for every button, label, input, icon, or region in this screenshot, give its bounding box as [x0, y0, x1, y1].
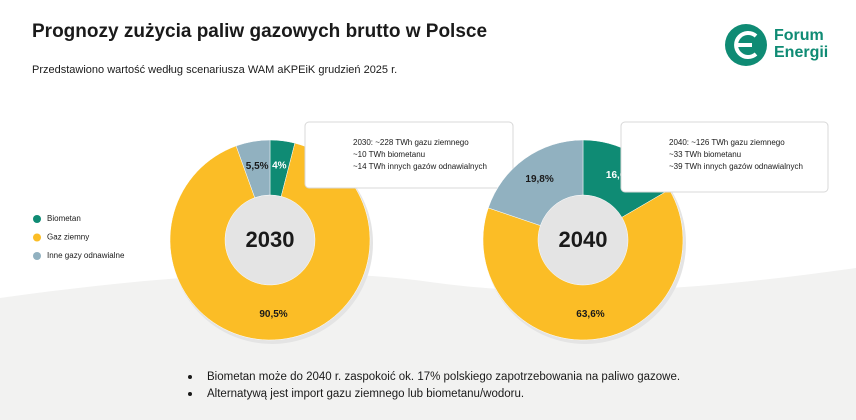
bullet-text: Biometan może do 2040 r. zaspokoić ok. 1…	[207, 371, 680, 383]
page-title: Prognozy zużycia paliw gazowych brutto w…	[32, 21, 487, 42]
data-label: 63,6%	[576, 309, 604, 320]
annotation-text: 2030: ~228 TWh gazu ziemnego	[353, 138, 469, 147]
annotation-text: ~33 TWh biometanu	[669, 150, 741, 159]
legend-marker	[33, 252, 41, 260]
data-label: 16,6%	[606, 170, 634, 181]
annotation-text: ~39 TWh innych gazów odnawialnych	[669, 162, 803, 171]
data-label: 4%	[272, 161, 287, 172]
logo-glyph	[734, 31, 758, 59]
logo-text: Forum	[774, 27, 824, 44]
data-label: 19,8%	[525, 174, 553, 185]
page-subtitle: Przedstawiono wartość według scenariusza…	[32, 64, 397, 76]
annotation-text: 2040: ~126 TWh gazu ziemnego	[669, 138, 785, 147]
bullet-dot	[188, 392, 192, 396]
logo: Forum Energii	[725, 24, 828, 66]
data-label: 90,5%	[259, 309, 287, 320]
data-label: 5,5%	[246, 161, 269, 172]
donut-segment	[169, 142, 371, 341]
donut-segment	[487, 139, 584, 226]
legend-label: Biometan	[47, 214, 81, 223]
donut-segment	[235, 139, 271, 198]
legend-label: Gaz ziemny	[47, 233, 89, 242]
bullet-dot	[188, 375, 192, 379]
donut-center-label: 2030	[246, 227, 295, 252]
legend-label: Inne gazy odnawialne	[47, 251, 125, 260]
annotation-text: ~10 TWh biometanu	[353, 150, 425, 159]
annotation-box	[304, 121, 514, 189]
annotation-text: ~14 TWh innych gazów odnawialnych	[353, 162, 487, 171]
donut-center-label: 2040	[559, 227, 608, 252]
annotation-box	[620, 121, 829, 193]
donut-segment	[482, 189, 684, 341]
bullet-text: Alternatywą jest import gazu ziemnego lu…	[207, 388, 524, 400]
bullets: Biometan może do 2040 r. zaspokoić ok. 1…	[188, 371, 680, 400]
logo-text: Energii	[774, 44, 828, 61]
legend-marker	[33, 233, 41, 242]
legend-marker	[33, 215, 41, 223]
